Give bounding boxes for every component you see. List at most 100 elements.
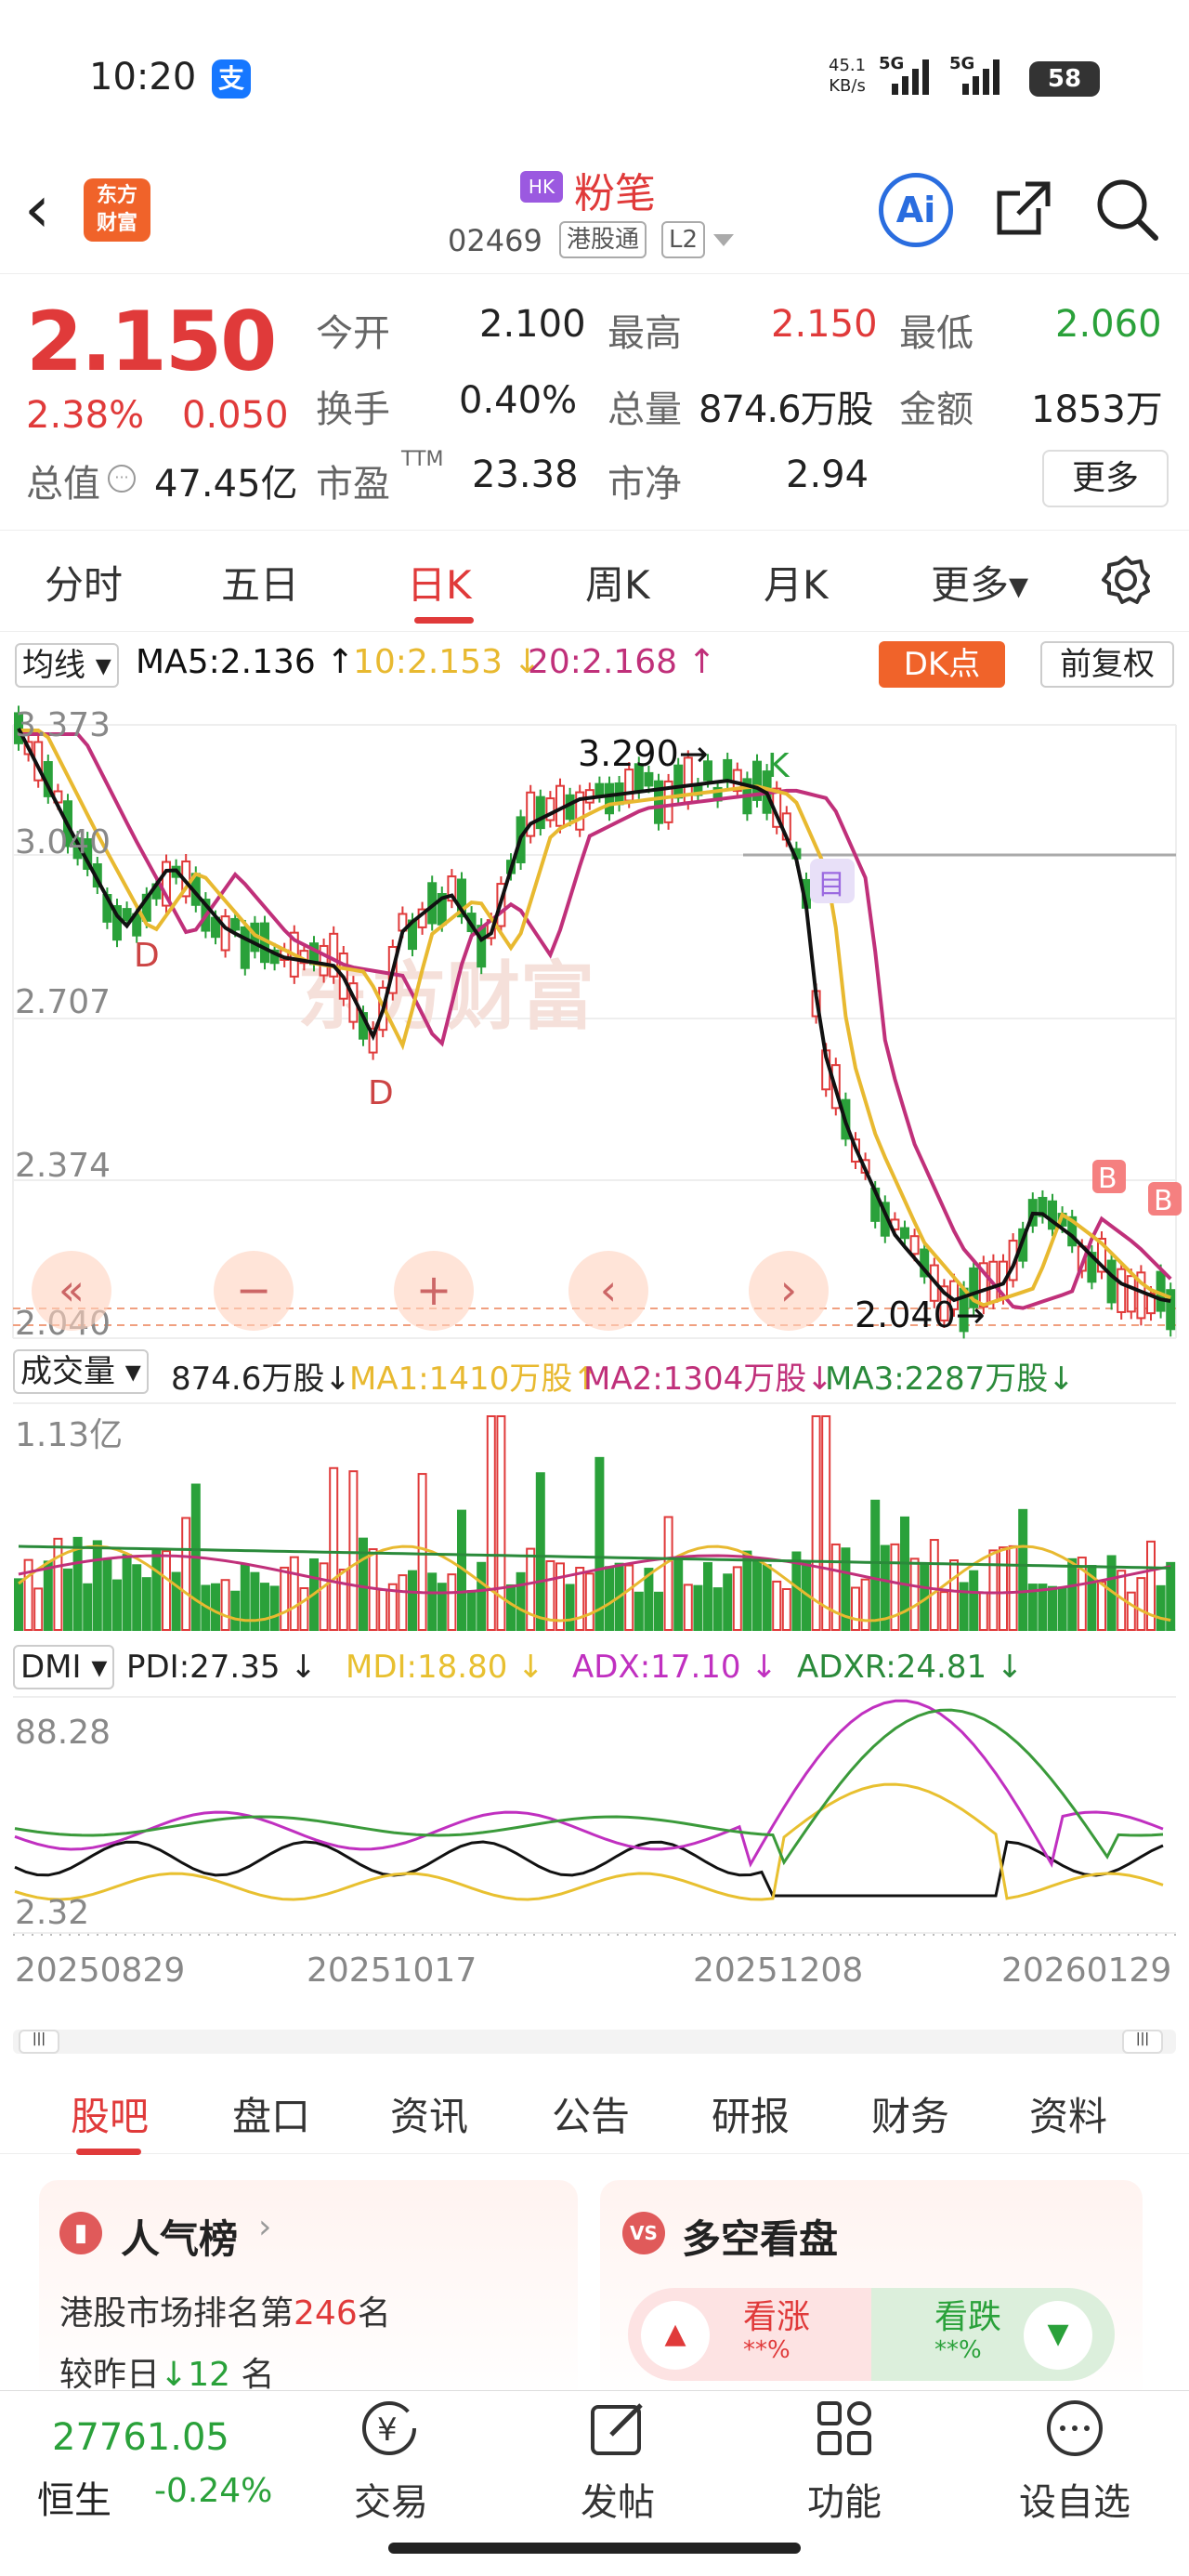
volume-bar	[387, 1583, 398, 1631]
prev-button[interactable]: ‹	[568, 1251, 648, 1331]
info-icon[interactable]: ···	[108, 465, 136, 493]
tab-daily-k[interactable]: 日K	[407, 562, 472, 608]
tab-monthly-k[interactable]: 月K	[764, 562, 829, 608]
candle	[644, 771, 654, 787]
dmi-adxr-label: ADXR:24.81 ↓	[797, 1649, 1024, 1686]
rank-change-line: 较昨日↓12 名	[59, 2356, 275, 2394]
candle	[368, 1027, 378, 1054]
volume-bar	[516, 1571, 526, 1631]
zoom-in-button[interactable]: +	[394, 1251, 474, 1331]
tab-5day[interactable]: 五日	[221, 562, 300, 608]
volume-bar	[683, 1584, 693, 1631]
price-axis-label-3: 2.707	[15, 983, 111, 1021]
volume-bar	[496, 1415, 506, 1631]
volume-bar	[43, 1560, 53, 1632]
volume-bar	[141, 1577, 151, 1631]
high-annotation: 3.290→	[578, 733, 709, 774]
watchlist-add-icon[interactable]	[1044, 2398, 1105, 2459]
trade-yen-icon[interactable]: ¥	[359, 2398, 420, 2459]
trade-button[interactable]: 交易	[354, 2481, 428, 2524]
volume-bar	[230, 1590, 241, 1632]
volume-bar	[14, 1578, 23, 1632]
tab-forum[interactable]: 股吧	[71, 2094, 150, 2139]
candle	[723, 758, 733, 783]
functions-grid-icon[interactable]	[814, 2398, 875, 2459]
tab-intraday[interactable]: 分时	[45, 562, 124, 608]
rewind-button[interactable]: «	[32, 1251, 111, 1331]
volume-bar	[269, 1585, 280, 1631]
volume-bar	[969, 1570, 979, 1631]
next-button[interactable]: ›	[749, 1251, 829, 1331]
vs-icon: VS	[622, 2212, 665, 2254]
pe-value: 23.38	[472, 453, 579, 496]
dk-point-button[interactable]: DK点	[879, 641, 1005, 688]
add-watchlist-button[interactable]: 设自选	[1019, 2481, 1130, 2524]
candle	[220, 915, 230, 952]
post-edit-icon[interactable]	[587, 2398, 648, 2459]
volume-bar	[280, 1566, 290, 1632]
volume-bar	[162, 1550, 171, 1632]
candle	[703, 760, 712, 782]
chart-scrollbar[interactable]	[13, 2030, 1176, 2054]
volume-selector[interactable]: 成交量 ▾	[13, 1349, 149, 1394]
volume-bar	[299, 1587, 309, 1632]
tab-financials[interactable]: 财务	[871, 2094, 950, 2139]
settings-gear-icon[interactable]	[1100, 554, 1152, 606]
candle	[594, 782, 605, 796]
status-time: 10:20	[89, 56, 197, 99]
volume-bar	[1077, 1557, 1087, 1631]
tab-news[interactable]: 资讯	[390, 2094, 469, 2139]
volume-value: 874.6万股	[699, 388, 874, 431]
home-indicator[interactable]	[388, 2543, 801, 2554]
functions-button[interactable]: 功能	[807, 2481, 882, 2524]
hsi-change[interactable]: -0.24%	[154, 2472, 273, 2510]
tab-orderbook[interactable]: 盘口	[232, 2094, 311, 2139]
pe-ttm-sup: TTM	[401, 448, 444, 471]
dmi-axis-min: 2.32	[15, 1894, 89, 1932]
share-icon[interactable]	[992, 177, 1055, 240]
indicator-selector[interactable]: DMI ▾	[13, 1645, 115, 1689]
volume-bar	[1166, 1561, 1176, 1632]
kline-chart[interactable]: 东方财富 3.373 3.040 2.707 2.374 2.040 3.290…	[0, 688, 1189, 2017]
volume-bar	[63, 1568, 72, 1632]
volume-bar	[703, 1562, 712, 1632]
search-icon[interactable]	[1094, 177, 1159, 242]
nav-bar	[0, 158, 1189, 274]
down-arrow-icon: ▼	[1024, 2301, 1092, 2370]
volume-bar	[673, 1557, 684, 1631]
svg-text:¥: ¥	[377, 2412, 398, 2449]
volume-bar	[978, 1591, 988, 1631]
scroll-handle-right[interactable]: |||	[1122, 2030, 1163, 2054]
volume-bar	[211, 1583, 220, 1631]
period-tabs	[0, 530, 1189, 632]
adjust-button[interactable]: 前复权	[1040, 641, 1174, 688]
volume-bar	[624, 1564, 634, 1632]
volume-bar	[781, 1587, 791, 1631]
tab-weekly-k[interactable]: 周K	[585, 562, 650, 608]
hsi-value[interactable]: 27761.05	[52, 2416, 229, 2459]
ma-selector[interactable]: 均线 ▾	[15, 643, 119, 688]
volume-axis-max: 1.13亿	[15, 1416, 123, 1454]
tab-announcements[interactable]: 公告	[552, 2094, 631, 2139]
tab-research[interactable]: 研报	[712, 2094, 790, 2139]
more-quote-button[interactable]: 更多	[1042, 450, 1169, 507]
candle	[624, 769, 634, 802]
dmi-axis-max: 88.28	[15, 1714, 111, 1752]
ai-icon[interactable]: Ai	[879, 173, 953, 247]
signal-d-1: D	[134, 937, 160, 975]
code-dropdown-icon[interactable]	[713, 234, 734, 246]
hsi-name[interactable]: 恒生	[37, 2479, 111, 2522]
post-button[interactable]: 发帖	[581, 2481, 655, 2524]
back-icon[interactable]: ‹	[24, 171, 50, 247]
date-label-1: 20250829	[15, 1952, 185, 1990]
candle	[457, 878, 466, 918]
vote-down-label: 看跌	[934, 2298, 1002, 2336]
tab-more[interactable]: 更多▾	[931, 562, 1029, 608]
signal-b-2: B	[1154, 1185, 1173, 1217]
popularity-card[interactable]	[39, 2180, 578, 2403]
tab-profile[interactable]: 资料	[1029, 2094, 1108, 2139]
scroll-handle-left[interactable]: |||	[19, 2030, 59, 2054]
zoom-out-button[interactable]: −	[214, 1251, 294, 1331]
candle	[605, 782, 614, 815]
volume-bar	[772, 1580, 782, 1632]
